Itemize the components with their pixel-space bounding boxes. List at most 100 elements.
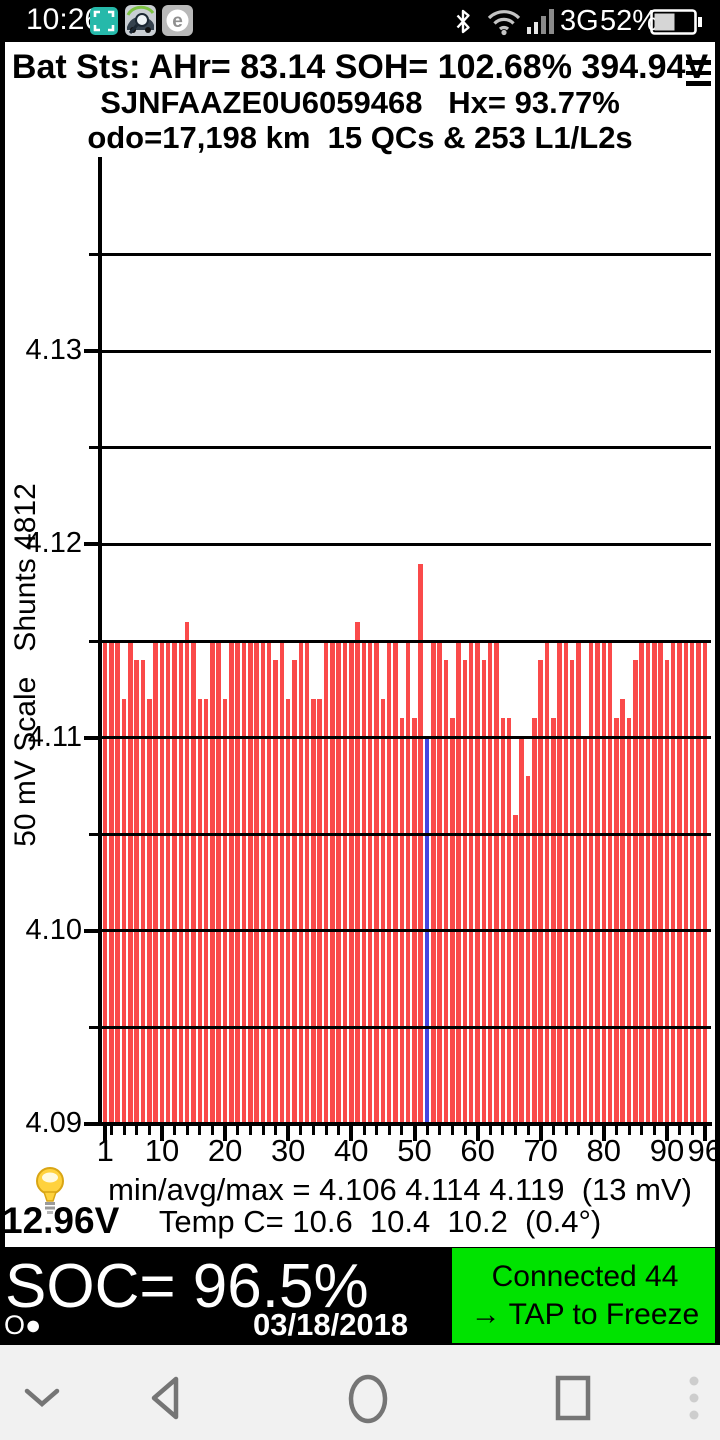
cell-bar [601,641,607,1124]
x-minor-tick [122,1126,126,1135]
x-minor-tick [438,1126,442,1135]
cell-bar [450,718,455,1124]
cell-bar [689,641,695,1124]
y-major-tick [84,542,99,547]
y-minor-tick [89,1025,99,1029]
x-minor-tick [400,1126,404,1135]
cell-bar [399,718,405,1124]
signal-strength-icon [527,9,557,39]
eset-icon: e [162,5,193,41]
cell-bar [140,660,146,1124]
cell-bar [178,641,184,1124]
y-tick-label: 4.11 [27,720,82,753]
cell-bar [374,641,379,1124]
cell-bar [304,641,310,1124]
cell-bar [210,641,215,1124]
x-minor-tick [236,1126,240,1135]
cell-bar [683,641,689,1124]
cell-bar [184,621,190,1124]
x-minor-tick [324,1126,328,1135]
x-major-tick [286,1126,291,1141]
x-minor-tick [526,1126,530,1135]
network-type: 3G [560,5,599,37]
cell-bar [266,641,272,1124]
cell-bar [367,641,373,1124]
cell-bar [279,641,285,1124]
cell-bar [525,776,531,1124]
cell-bar [620,699,625,1124]
aux-battery-voltage: 12.96V [2,1200,120,1241]
cell-bar [330,641,335,1124]
min-avg-max-stats: min/avg/max = 4.106 4.114 4.119 (13 mV) [108,1172,692,1207]
cell-bar [241,641,247,1124]
x-minor-tick [551,1126,555,1135]
cell-bar [487,641,493,1124]
cell-bar [702,641,708,1124]
x-minor-tick [375,1126,379,1135]
cell-bar [203,699,209,1124]
cell-bar [102,641,108,1124]
x-major-tick [349,1126,354,1141]
cell-bar [323,641,329,1124]
nav-overflow-dots-icon[interactable] [688,1374,700,1429]
cell-bar [248,641,253,1124]
cell-bar [633,660,638,1124]
cell-bar [595,641,600,1124]
gridline [101,349,711,353]
cell-bar [361,641,367,1124]
cell-bar [216,641,221,1124]
home-button-icon[interactable] [346,1374,390,1429]
y-major-tick [84,928,99,933]
x-major-tick [103,1126,108,1141]
cell-bar [652,641,657,1124]
back-button-icon[interactable] [146,1374,184,1427]
gridline [101,639,711,643]
cell-bar [639,641,644,1124]
x-minor-tick [514,1126,517,1135]
rec-indicator: O● [4,1310,42,1340]
cell-bar [614,718,619,1124]
cell-bar [260,641,266,1124]
hide-navbar-chevron-icon[interactable] [22,1387,62,1414]
x-minor-tick [652,1126,656,1135]
cell-bar [563,641,569,1124]
recents-button-icon[interactable] [553,1374,593,1427]
cell-bar [349,641,354,1124]
bluetooth-icon [452,7,474,41]
cell-bar [431,641,436,1124]
clock: 10:26 [26,3,102,36]
menu-icon[interactable] [686,60,711,92]
cell-bar [418,563,423,1124]
y-minor-tick [89,446,99,450]
cell-bar [191,641,196,1124]
cell-bar [569,660,575,1124]
x-major-tick [702,1126,707,1141]
cell-bar [513,814,518,1124]
app-border-right [715,42,720,1345]
y-minor-tick [89,832,99,836]
cell-bar [197,699,203,1124]
x-minor-tick [564,1126,568,1135]
x-minor-tick [463,1126,467,1135]
cell-bar [285,699,291,1124]
cell-bar [292,660,297,1124]
y-tick-label: 4.13 [25,334,82,367]
x-major-tick [601,1126,606,1141]
soc-value: SOC= 96.5% [5,1252,369,1321]
x-minor-tick [640,1126,644,1135]
cell-bar [134,660,139,1124]
cell-bar [380,699,386,1124]
cell-bar [538,660,543,1124]
bulb-icon[interactable] [33,1166,67,1223]
x-major-tick [475,1126,480,1141]
connection-freeze-button[interactable]: Connected 44 → TAP to Freeze [452,1248,718,1343]
cell-bar [551,718,556,1124]
x-axis-line [98,1122,712,1126]
x-tick-label: 96 [687,1133,720,1168]
leafspy-app-icon [125,5,156,41]
x-minor-tick [248,1126,252,1135]
cell-bar [317,699,322,1124]
cell-bar [645,641,651,1124]
android-nav-bar [0,1345,720,1440]
cell-bar [412,718,417,1124]
